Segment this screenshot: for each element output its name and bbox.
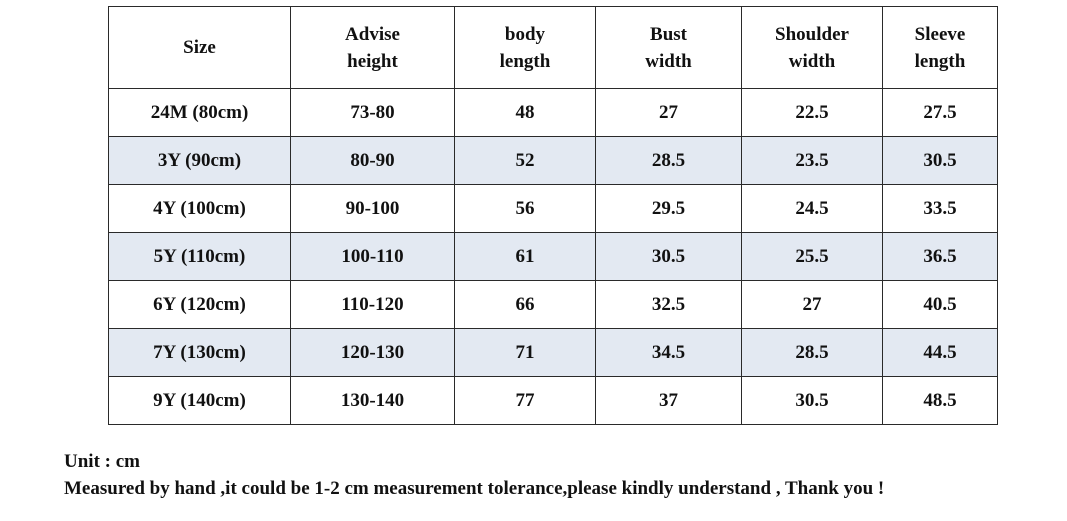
cell-size: 24M (80cm) — [108, 88, 291, 137]
cell-sleeve-length: 48.5 — [882, 376, 998, 425]
cell-sleeve-length: 36.5 — [882, 232, 998, 281]
size-chart-table: Size Advise height body length Bust widt… — [108, 6, 998, 425]
cell-bust-width: 29.5 — [595, 184, 742, 233]
table-row: 4Y (100cm) 90-100 56 29.5 24.5 33.5 — [108, 184, 998, 233]
cell-advise-height: 110-120 — [290, 280, 455, 329]
cell-body-length: 71 — [454, 328, 596, 377]
cell-advise-height: 73-80 — [290, 88, 455, 137]
table-row: 5Y (110cm) 100-110 61 30.5 25.5 36.5 — [108, 232, 998, 281]
cell-advise-height: 120-130 — [290, 328, 455, 377]
cell-body-length: 66 — [454, 280, 596, 329]
header-body-length-line1: body — [504, 23, 546, 45]
header-advise-height-line2: height — [347, 50, 398, 72]
table-row: 3Y (90cm) 80-90 52 28.5 23.5 30.5 — [108, 136, 998, 185]
cell-shoulder-width: 23.5 — [741, 136, 883, 185]
table-row: 24M (80cm) 73-80 48 27 22.5 27.5 — [108, 88, 998, 137]
cell-size: 9Y (140cm) — [108, 376, 291, 425]
cell-sleeve-length: 44.5 — [882, 328, 998, 377]
cell-advise-height: 100-110 — [290, 232, 455, 281]
cell-shoulder-width: 22.5 — [741, 88, 883, 137]
cell-shoulder-width: 25.5 — [741, 232, 883, 281]
cell-size: 7Y (130cm) — [108, 328, 291, 377]
cell-size: 4Y (100cm) — [108, 184, 291, 233]
header-bust-width: Bust width — [595, 6, 742, 89]
cell-bust-width: 28.5 — [595, 136, 742, 185]
header-shoulder-width-line2: width — [788, 50, 836, 72]
cell-shoulder-width: 28.5 — [741, 328, 883, 377]
cell-advise-height: 130-140 — [290, 376, 455, 425]
cell-body-length: 48 — [454, 88, 596, 137]
header-size: Size — [108, 6, 291, 89]
header-bust-width-line1: Bust — [650, 23, 687, 45]
cell-bust-width: 30.5 — [595, 232, 742, 281]
header-body-length: body length — [454, 6, 596, 89]
cell-size: 3Y (90cm) — [108, 136, 291, 185]
header-body-length-line2: length — [499, 50, 551, 72]
cell-bust-width: 37 — [595, 376, 742, 425]
cell-sleeve-length: 40.5 — [882, 280, 998, 329]
cell-bust-width: 27 — [595, 88, 742, 137]
cell-body-length: 52 — [454, 136, 596, 185]
cell-shoulder-width: 27 — [741, 280, 883, 329]
cell-sleeve-length: 33.5 — [882, 184, 998, 233]
cell-advise-height: 90-100 — [290, 184, 455, 233]
cell-advise-height: 80-90 — [290, 136, 455, 185]
cell-size: 6Y (120cm) — [108, 280, 291, 329]
cell-bust-width: 34.5 — [595, 328, 742, 377]
cell-body-length: 56 — [454, 184, 596, 233]
cell-body-length: 61 — [454, 232, 596, 281]
header-shoulder-width: Shoulder width — [741, 6, 883, 89]
unit-note: Unit : cm — [64, 451, 140, 472]
table-row: 7Y (130cm) 120-130 71 34.5 28.5 44.5 — [108, 328, 998, 377]
header-shoulder-width-line1: Shoulder — [775, 23, 849, 45]
header-size-label: Size — [183, 37, 216, 58]
cell-bust-width: 32.5 — [595, 280, 742, 329]
tolerance-note: Measured by hand ,it could be 1-2 cm mea… — [64, 478, 885, 499]
header-sleeve-length-line1: Sleeve — [914, 23, 966, 45]
cell-sleeve-length: 27.5 — [882, 88, 998, 137]
header-advise-height: Advise height — [290, 6, 455, 89]
table-row: 9Y (140cm) 130-140 77 37 30.5 48.5 — [108, 376, 998, 425]
cell-size: 5Y (110cm) — [108, 232, 291, 281]
cell-sleeve-length: 30.5 — [882, 136, 998, 185]
cell-shoulder-width: 24.5 — [741, 184, 883, 233]
cell-body-length: 77 — [454, 376, 596, 425]
header-sleeve-length-line2: length — [914, 50, 966, 72]
header-bust-width-line2: width — [645, 50, 692, 72]
header-sleeve-length: Sleeve length — [882, 6, 998, 89]
header-advise-height-line1: Advise — [345, 23, 400, 45]
table-header-row: Size Advise height body length Bust widt… — [108, 6, 998, 89]
cell-shoulder-width: 30.5 — [741, 376, 883, 425]
table-row: 6Y (120cm) 110-120 66 32.5 27 40.5 — [108, 280, 998, 329]
